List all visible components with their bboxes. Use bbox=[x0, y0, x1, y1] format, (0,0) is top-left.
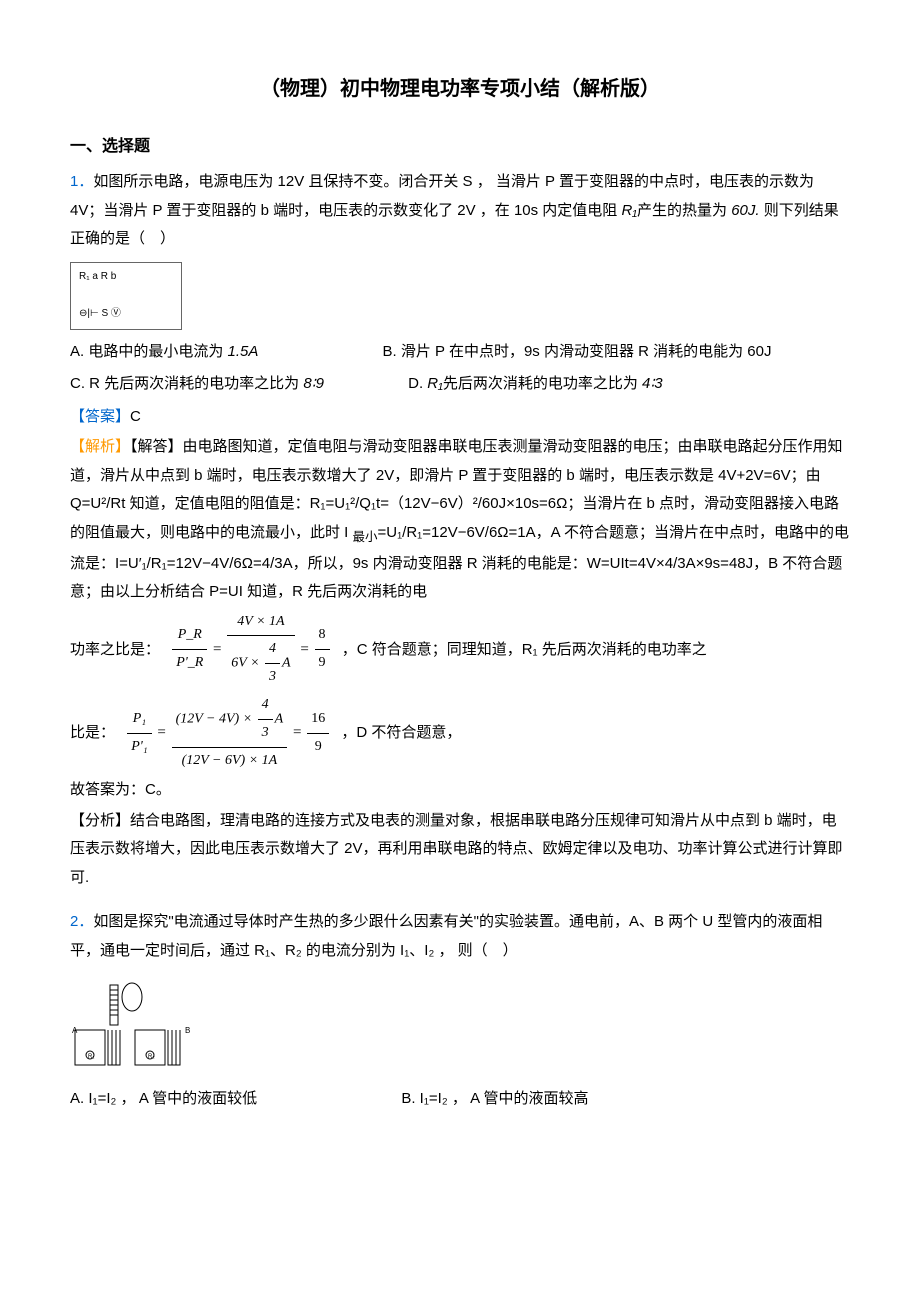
q1-stem: 1．如图所示电路，电源电压为 12V 且保持不变。闭合开关 S ， 当滑片 P … bbox=[70, 168, 850, 254]
svg-text:R₁: R₁ bbox=[88, 1054, 94, 1060]
q2-stem: 2．如图是探究"电流通过导体时产生热的多少跟什么因素有关"的实验装置。通电前，A… bbox=[70, 908, 850, 965]
formula1: P_RP'_R = 4V × 1A6V × 43A = 89 bbox=[170, 609, 331, 691]
q1-option-c: C. R 先后两次消耗的电功率之比为 8∶9 bbox=[70, 375, 324, 392]
q2-number: 2． bbox=[70, 913, 93, 930]
q1-ratio-label: 比是： bbox=[70, 724, 115, 741]
svg-text:R₂: R₂ bbox=[148, 1054, 155, 1060]
q1-stem-mid: 产生的热量为 bbox=[637, 202, 731, 219]
analysis-label: 【解析】 bbox=[70, 438, 130, 455]
q1-options-ab: A. 电路中的最小电流为 1.5A B. 滑片 P 在中点时，9s 内滑动变阻器… bbox=[70, 338, 850, 367]
q1-r1: R₁ bbox=[621, 202, 637, 219]
q1-formula1-line: 功率之比是： P_RP'_R = 4V × 1A6V × 43A = 89 ，C… bbox=[70, 609, 850, 691]
q1-power-ratio-label: 功率之比是： bbox=[70, 641, 160, 658]
answer-label: 【答案】 bbox=[70, 408, 130, 425]
q1-options-cd: C. R 先后两次消耗的电功率之比为 8∶9 D. R₁先后两次消耗的电功率之比… bbox=[70, 370, 850, 399]
q1-number: 1． bbox=[70, 173, 93, 190]
q1-conclusion: 故答案为：C。 bbox=[70, 776, 850, 805]
q1-answer-value: C bbox=[130, 408, 141, 425]
svg-text:B: B bbox=[185, 1026, 190, 1035]
q1-analysis: 【解析】【解答】由电路图知道，定值电阻与滑动变阻器串联电压表测量滑动变阻器的电压… bbox=[70, 433, 850, 606]
circuit-diagram bbox=[70, 262, 182, 330]
q1-answer: 【答案】C bbox=[70, 403, 850, 432]
q2-option-b: B. I₁=I₂ ， A 管中的液面较高 bbox=[401, 1090, 588, 1107]
page-title: （物理）初中物理电功率专项小结（解析版） bbox=[70, 70, 850, 108]
q2-stem-text: 如图是探究"电流通过导体时产生热的多少跟什么因素有关"的实验装置。通电前，A、B… bbox=[70, 913, 822, 959]
q2-options-ab: A. I₁=I₂ ， A 管中的液面较低 B. I₁=I₂ ， A 管中的液面较… bbox=[70, 1085, 850, 1114]
q1-analysis-text3: ，C 符合题意；同理知道，R₁ 先后两次消耗的电功率之 bbox=[342, 641, 707, 658]
svg-text:A: A bbox=[72, 1026, 78, 1035]
q1-formula2-line: 比是： P₁P'₁ = (12V − 4V) × 43A(12V − 6V) ×… bbox=[70, 692, 850, 774]
q2-option-a: A. I₁=I₂ ， A 管中的液面较低 bbox=[70, 1090, 257, 1107]
formula2: P₁P'₁ = (12V − 4V) × 43A(12V − 6V) × 1A … bbox=[125, 692, 331, 774]
q1-heat: 60J. bbox=[731, 202, 759, 219]
apparatus-diagram: R₁ R₂ A B bbox=[70, 975, 200, 1075]
section-heading: 一、选择题 bbox=[70, 132, 850, 162]
q1-option-d: D. R₁先后两次消耗的电功率之比为 4∶3 bbox=[408, 375, 663, 392]
q1-sub-min: 最小 bbox=[353, 530, 378, 544]
q1-option-b: B. 滑片 P 在中点时，9s 内滑动变阻器 R 消耗的电能为 60J bbox=[383, 343, 772, 360]
q1-analysis-text4: ，D 不符合题意， bbox=[341, 724, 461, 741]
q1-fenxi: 【分析】结合电路图，理清电路的连接方式及电表的测量对象，根据串联电路分压规律可知… bbox=[70, 807, 850, 893]
q1-option-a: A. 电路中的最小电流为 1.5A bbox=[70, 343, 258, 360]
